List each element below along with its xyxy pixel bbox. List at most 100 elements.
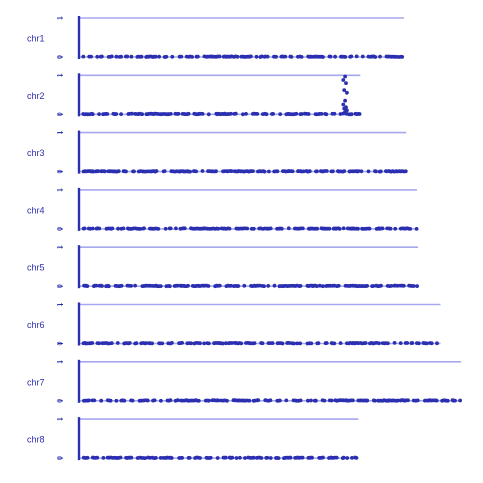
data-point — [114, 112, 119, 116]
data-point — [315, 169, 319, 174]
data-point — [236, 284, 241, 288]
data-point — [175, 398, 180, 403]
data-point — [110, 226, 115, 231]
data-point — [186, 111, 191, 116]
data-point — [206, 284, 211, 288]
data-point — [244, 112, 248, 116]
data-point — [106, 284, 111, 289]
chromosome-panel-chr3: 1 0 chr3 — [27, 131, 408, 174]
data-point — [182, 226, 187, 231]
data-point — [217, 54, 222, 59]
data-point — [206, 398, 211, 403]
data-point — [133, 283, 138, 288]
data-point — [97, 226, 102, 231]
peak-point — [343, 98, 347, 103]
data-point — [278, 398, 282, 403]
data-point — [379, 283, 383, 288]
data-point — [167, 284, 172, 289]
data-point — [194, 169, 199, 174]
data-point — [140, 112, 145, 117]
data-point — [429, 341, 434, 346]
data-point — [251, 455, 256, 460]
data-point — [229, 169, 234, 174]
data-point — [119, 283, 124, 288]
data-point — [230, 455, 235, 460]
data-point — [286, 226, 291, 231]
data-point — [127, 341, 132, 345]
data-point — [168, 226, 173, 231]
data-point — [400, 55, 405, 59]
data-point — [377, 341, 381, 346]
data-point — [453, 398, 457, 403]
data-point — [435, 341, 439, 346]
data-point — [307, 169, 312, 174]
data-point — [259, 456, 264, 460]
chromosome-panel-chr6: 1 0 chr6 — [27, 302, 441, 346]
data-point — [96, 169, 100, 174]
data-point — [367, 226, 372, 231]
data-point — [100, 284, 104, 288]
data-point — [116, 226, 120, 231]
data-point — [97, 341, 102, 346]
data-point — [270, 341, 275, 345]
data-point — [262, 284, 266, 289]
data-point — [132, 169, 136, 174]
data-point — [396, 398, 400, 403]
data-point — [105, 112, 110, 116]
data-point — [154, 456, 158, 460]
data-point — [349, 54, 354, 59]
data-point — [81, 54, 86, 59]
data-points — [81, 341, 439, 346]
data-point — [225, 398, 229, 403]
data-point — [267, 169, 271, 174]
data-point — [153, 54, 158, 59]
data-point — [249, 54, 253, 59]
data-point — [154, 169, 159, 173]
data-point — [333, 54, 337, 59]
data-point — [414, 227, 419, 231]
data-point — [343, 55, 348, 59]
peak-point — [345, 108, 349, 113]
data-point — [445, 398, 450, 403]
data-point — [242, 283, 247, 288]
data-point — [393, 226, 398, 231]
data-point — [334, 455, 339, 460]
data-points — [82, 283, 419, 289]
peak-point — [344, 105, 348, 110]
data-points — [81, 455, 359, 460]
data-point — [329, 398, 334, 403]
data-point — [288, 455, 293, 460]
data-point — [406, 398, 410, 403]
data-point — [170, 54, 175, 59]
data-point — [95, 455, 100, 460]
data-point — [130, 398, 135, 403]
data-point — [356, 169, 361, 174]
data-point — [415, 284, 419, 288]
data-point — [295, 341, 300, 346]
data-point — [198, 456, 202, 460]
data-point — [265, 455, 270, 460]
data-point — [251, 169, 255, 174]
data-points — [81, 226, 419, 231]
data-point — [378, 54, 382, 59]
data-point — [350, 456, 354, 460]
data-point — [268, 398, 273, 403]
y-tick-label: 1 — [57, 245, 64, 249]
data-point — [354, 456, 359, 460]
data-point — [200, 112, 205, 116]
data-point — [142, 226, 146, 231]
y-tick-label: 0 — [57, 284, 64, 288]
data-point — [366, 169, 371, 174]
data-point — [216, 398, 221, 403]
data-point — [158, 456, 163, 460]
chromosome-panel-chr7: 1 0 chr7 — [27, 360, 462, 403]
data-point — [349, 112, 354, 117]
data-point — [251, 226, 256, 231]
chromosome-panel-chr5: 1 0 chr5 — [27, 245, 419, 289]
peak-point — [343, 74, 347, 79]
data-point — [230, 341, 234, 345]
data-point — [196, 398, 201, 403]
data-point — [109, 54, 114, 59]
chromosome-label: chr7 — [27, 377, 45, 387]
data-point — [159, 398, 163, 403]
